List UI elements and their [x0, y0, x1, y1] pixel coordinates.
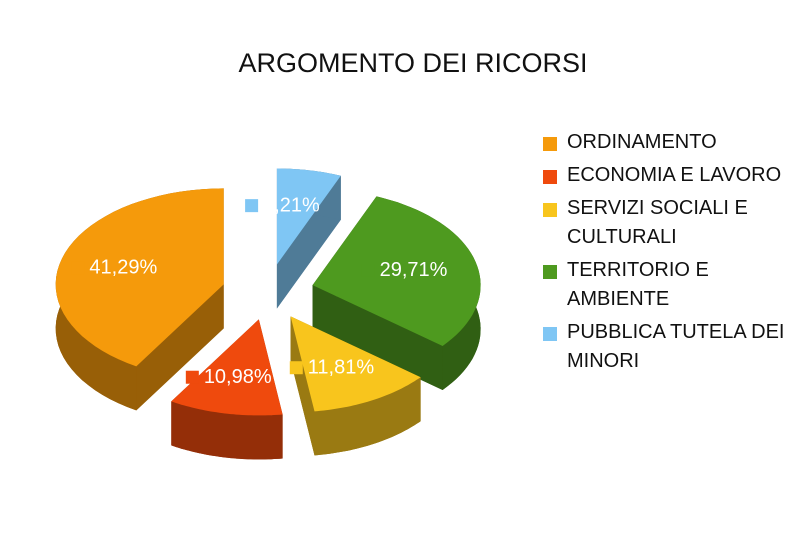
- slice-wall: [136, 284, 224, 411]
- slice-top: [276, 168, 341, 265]
- pie-slice: [312, 196, 481, 390]
- data-label: 10,98%: [204, 366, 272, 388]
- legend-item: PUBBLICA TUTELA DEI MINORI: [543, 318, 805, 376]
- label-key: [71, 261, 85, 275]
- legend-item: TERRITORIO E AMBIENTE: [543, 256, 805, 314]
- legend-item: ECONOMIA E LAVORO: [543, 161, 805, 190]
- slice-top: [312, 196, 481, 346]
- label-key: [185, 370, 199, 384]
- legend-swatch: [543, 137, 557, 151]
- label-key: [361, 263, 375, 277]
- slice-wall: [312, 285, 443, 390]
- legend-label: PUBBLICA TUTELA DEI MINORI: [567, 321, 785, 372]
- legend-swatch: [543, 265, 557, 279]
- legend-swatch: [543, 327, 557, 341]
- chart-title: ARGOMENTO DEI RICORSI: [238, 48, 587, 78]
- label-key: [245, 199, 259, 213]
- legend-item: SERVIZI SOCIALI E CULTURALI: [543, 194, 805, 252]
- label-key: [289, 361, 303, 375]
- slice-top: [171, 319, 283, 416]
- slice-side: [171, 401, 283, 460]
- legend-label: SERVIZI SOCIALI E CULTURALI: [567, 197, 748, 248]
- slice-top: [55, 188, 224, 367]
- legend-item: ORDINAMENTO: [543, 128, 805, 157]
- pie-slice: [290, 316, 421, 456]
- pie-slice: [171, 319, 283, 460]
- legend-label: TERRITORIO E AMBIENTE: [567, 259, 709, 310]
- slice-top: [290, 316, 421, 412]
- data-label: 6,21%: [263, 194, 320, 216]
- pie-slice: [55, 188, 224, 411]
- legend-label: ECONOMIA E LAVORO: [567, 164, 782, 186]
- data-label: 11,81%: [308, 357, 375, 379]
- legend: ORDINAMENTO ECONOMIA E LAVORO SERVIZI SOCI…: [543, 128, 805, 380]
- data-label: 41,29%: [89, 257, 157, 279]
- data-label: 29,71%: [380, 259, 448, 281]
- pie-slice: [276, 168, 341, 309]
- slice-side: [314, 377, 421, 456]
- legend-swatch: [543, 170, 557, 184]
- legend-swatch: [543, 203, 557, 217]
- legend-label: ORDINAMENTO: [567, 131, 717, 153]
